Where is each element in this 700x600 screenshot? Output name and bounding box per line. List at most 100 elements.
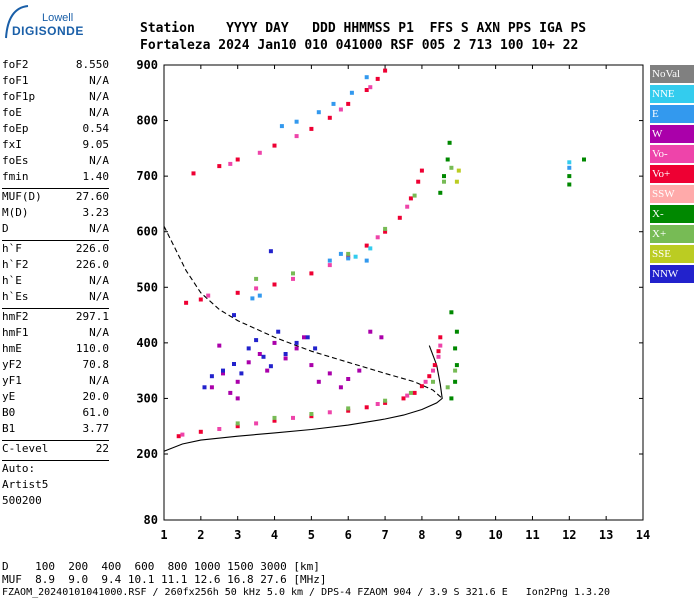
echo-point-x — [438, 190, 443, 195]
echo-point-vo — [438, 335, 443, 340]
param-name: foE — [2, 106, 22, 119]
legend-item-ssw: SSW — [650, 185, 694, 203]
echo-point-vo — [327, 263, 332, 268]
echo-point-vo — [397, 215, 402, 220]
echo-point-vo — [408, 196, 413, 201]
param-name: foF1p — [2, 90, 36, 103]
param-name: C-level — [2, 442, 49, 455]
param-value: N/A — [89, 374, 109, 387]
header-line-2: Fortaleza 2024 Jan10 010 041000 RSF 005 … — [140, 38, 579, 53]
echo-point-vo — [375, 76, 380, 81]
param-name: M(D) — [2, 206, 29, 219]
legend-item-nne: NNE — [650, 85, 694, 103]
param-name: hmF1 — [2, 326, 29, 339]
param-name: fmin — [2, 170, 29, 183]
x-tick-label: 13 — [599, 528, 613, 542]
echo-point-vo — [217, 427, 222, 431]
separator — [2, 460, 109, 461]
echo-point-nnw — [283, 352, 288, 356]
param-value: N/A — [89, 326, 109, 339]
echo-point-x — [431, 379, 435, 384]
echo-point-vo — [191, 171, 196, 176]
echo-point-w — [246, 360, 251, 365]
param-name: h`F — [2, 242, 22, 255]
param-group-virtual-heights: h`F 226.0 h`F2 226.0 h`E N/A h`Es N/A — [2, 242, 109, 306]
echo-point-vo — [257, 150, 262, 155]
echo-point-e — [294, 119, 299, 124]
echo-point-vo — [364, 243, 369, 248]
echo-point-vo — [412, 390, 417, 395]
file-info: FZAOM_20240101041000.RSF / 260fx256h 50 … — [2, 587, 611, 598]
param-value: 3.77 — [82, 422, 110, 435]
echo-point-vo — [294, 134, 299, 139]
x-tick-label: 12 — [562, 528, 576, 542]
echo-point-vo — [427, 374, 432, 379]
echo-point-e — [327, 258, 332, 263]
x-tick-label: 8 — [418, 528, 425, 542]
echo-point-x — [445, 157, 450, 162]
param-row-b1: B1 3.77 — [2, 422, 109, 438]
echo-point-vo — [383, 68, 388, 73]
y-tick-label: 700 — [136, 169, 158, 183]
param-row-hes: h`Es N/A — [2, 290, 109, 306]
echo-point-nnw — [313, 346, 318, 351]
echo-point-nnw — [232, 362, 236, 366]
echo-point-vo — [235, 290, 240, 295]
param-row-foe: foE N/A — [2, 106, 109, 122]
echo-point-e — [338, 251, 343, 256]
echo-point-vo — [235, 157, 240, 162]
y-tick-label: 300 — [136, 391, 158, 405]
legend-item-x: X- — [650, 205, 694, 223]
x-tick-label: 5 — [308, 528, 315, 542]
legend-item-vo: Vo+ — [650, 165, 694, 183]
param-group-profile: hmF2 297.1 hmF1 N/A hmE 110.0 yF2 70.8 yF1 N/A yE 2… — [2, 310, 109, 438]
echo-point-vo — [346, 408, 351, 413]
echo-point-nnw — [294, 340, 299, 345]
echo-point-w — [327, 371, 332, 376]
echo-point-vo — [309, 414, 314, 419]
echo-point-x — [454, 363, 459, 368]
param-name: MUF(D) — [2, 190, 42, 203]
param-row-hme: hmE 110.0 — [2, 342, 109, 358]
param-value: N/A — [89, 106, 109, 119]
echo-point-w — [257, 352, 262, 356]
param-group-critical-frequencies: foF2 8.550 foF1 N/A foF1p N/A foE N/A foEp 0.54 fx… — [2, 58, 109, 186]
echo-point-nnw — [202, 385, 207, 390]
param-value: 61.0 — [82, 406, 110, 419]
legend-item-w: W — [650, 125, 694, 143]
legend-item-vo: Vo- — [650, 145, 694, 163]
echo-point-x — [412, 193, 417, 198]
echo-point-vo — [176, 434, 181, 439]
echo-point-vo — [254, 421, 259, 426]
echo-point-vo — [206, 293, 211, 298]
param-row-he: h`E N/A — [2, 274, 109, 290]
echo-point-w — [209, 385, 214, 390]
param-row-ye: yE 20.0 — [2, 390, 109, 406]
x-tick-label: 10 — [488, 528, 502, 542]
echo-point-nnw — [305, 335, 310, 340]
y-tick-label: 600 — [136, 225, 158, 239]
param-row-b0: B0 61.0 — [2, 406, 109, 422]
profile-curve-solid — [163, 345, 443, 452]
param-value: 9.05 — [82, 138, 110, 151]
param-row-d: D N/A — [2, 222, 109, 238]
param-row-md: M(D) 3.23 — [2, 206, 109, 222]
param-value: 8.550 — [75, 58, 109, 71]
separator — [2, 308, 109, 309]
echo-point-vo — [228, 161, 233, 166]
echo-point-e — [364, 75, 369, 80]
polarization-legend: NoVal NNE E W Vo- Vo+ SSW X- X+ SSE NNW — [650, 65, 694, 285]
logo-curve-icon — [5, 5, 29, 39]
param-group-muf: MUF(D) 27.60 M(D) 3.23 D N/A — [2, 190, 109, 238]
x-tick-label: 11 — [525, 528, 539, 542]
echo-point-vo — [431, 368, 435, 373]
param-name: D — [2, 222, 9, 235]
x-tick-label: 9 — [455, 528, 462, 542]
echo-point-x — [309, 412, 314, 416]
echo-point-nnw — [221, 368, 225, 373]
logo-digisonde: DIGISONDE — [12, 24, 84, 38]
param-value: 22 — [95, 442, 109, 455]
auto-line: Auto: — [2, 462, 36, 475]
echo-point-vo — [405, 204, 410, 209]
x-tick-label: 4 — [271, 528, 278, 542]
